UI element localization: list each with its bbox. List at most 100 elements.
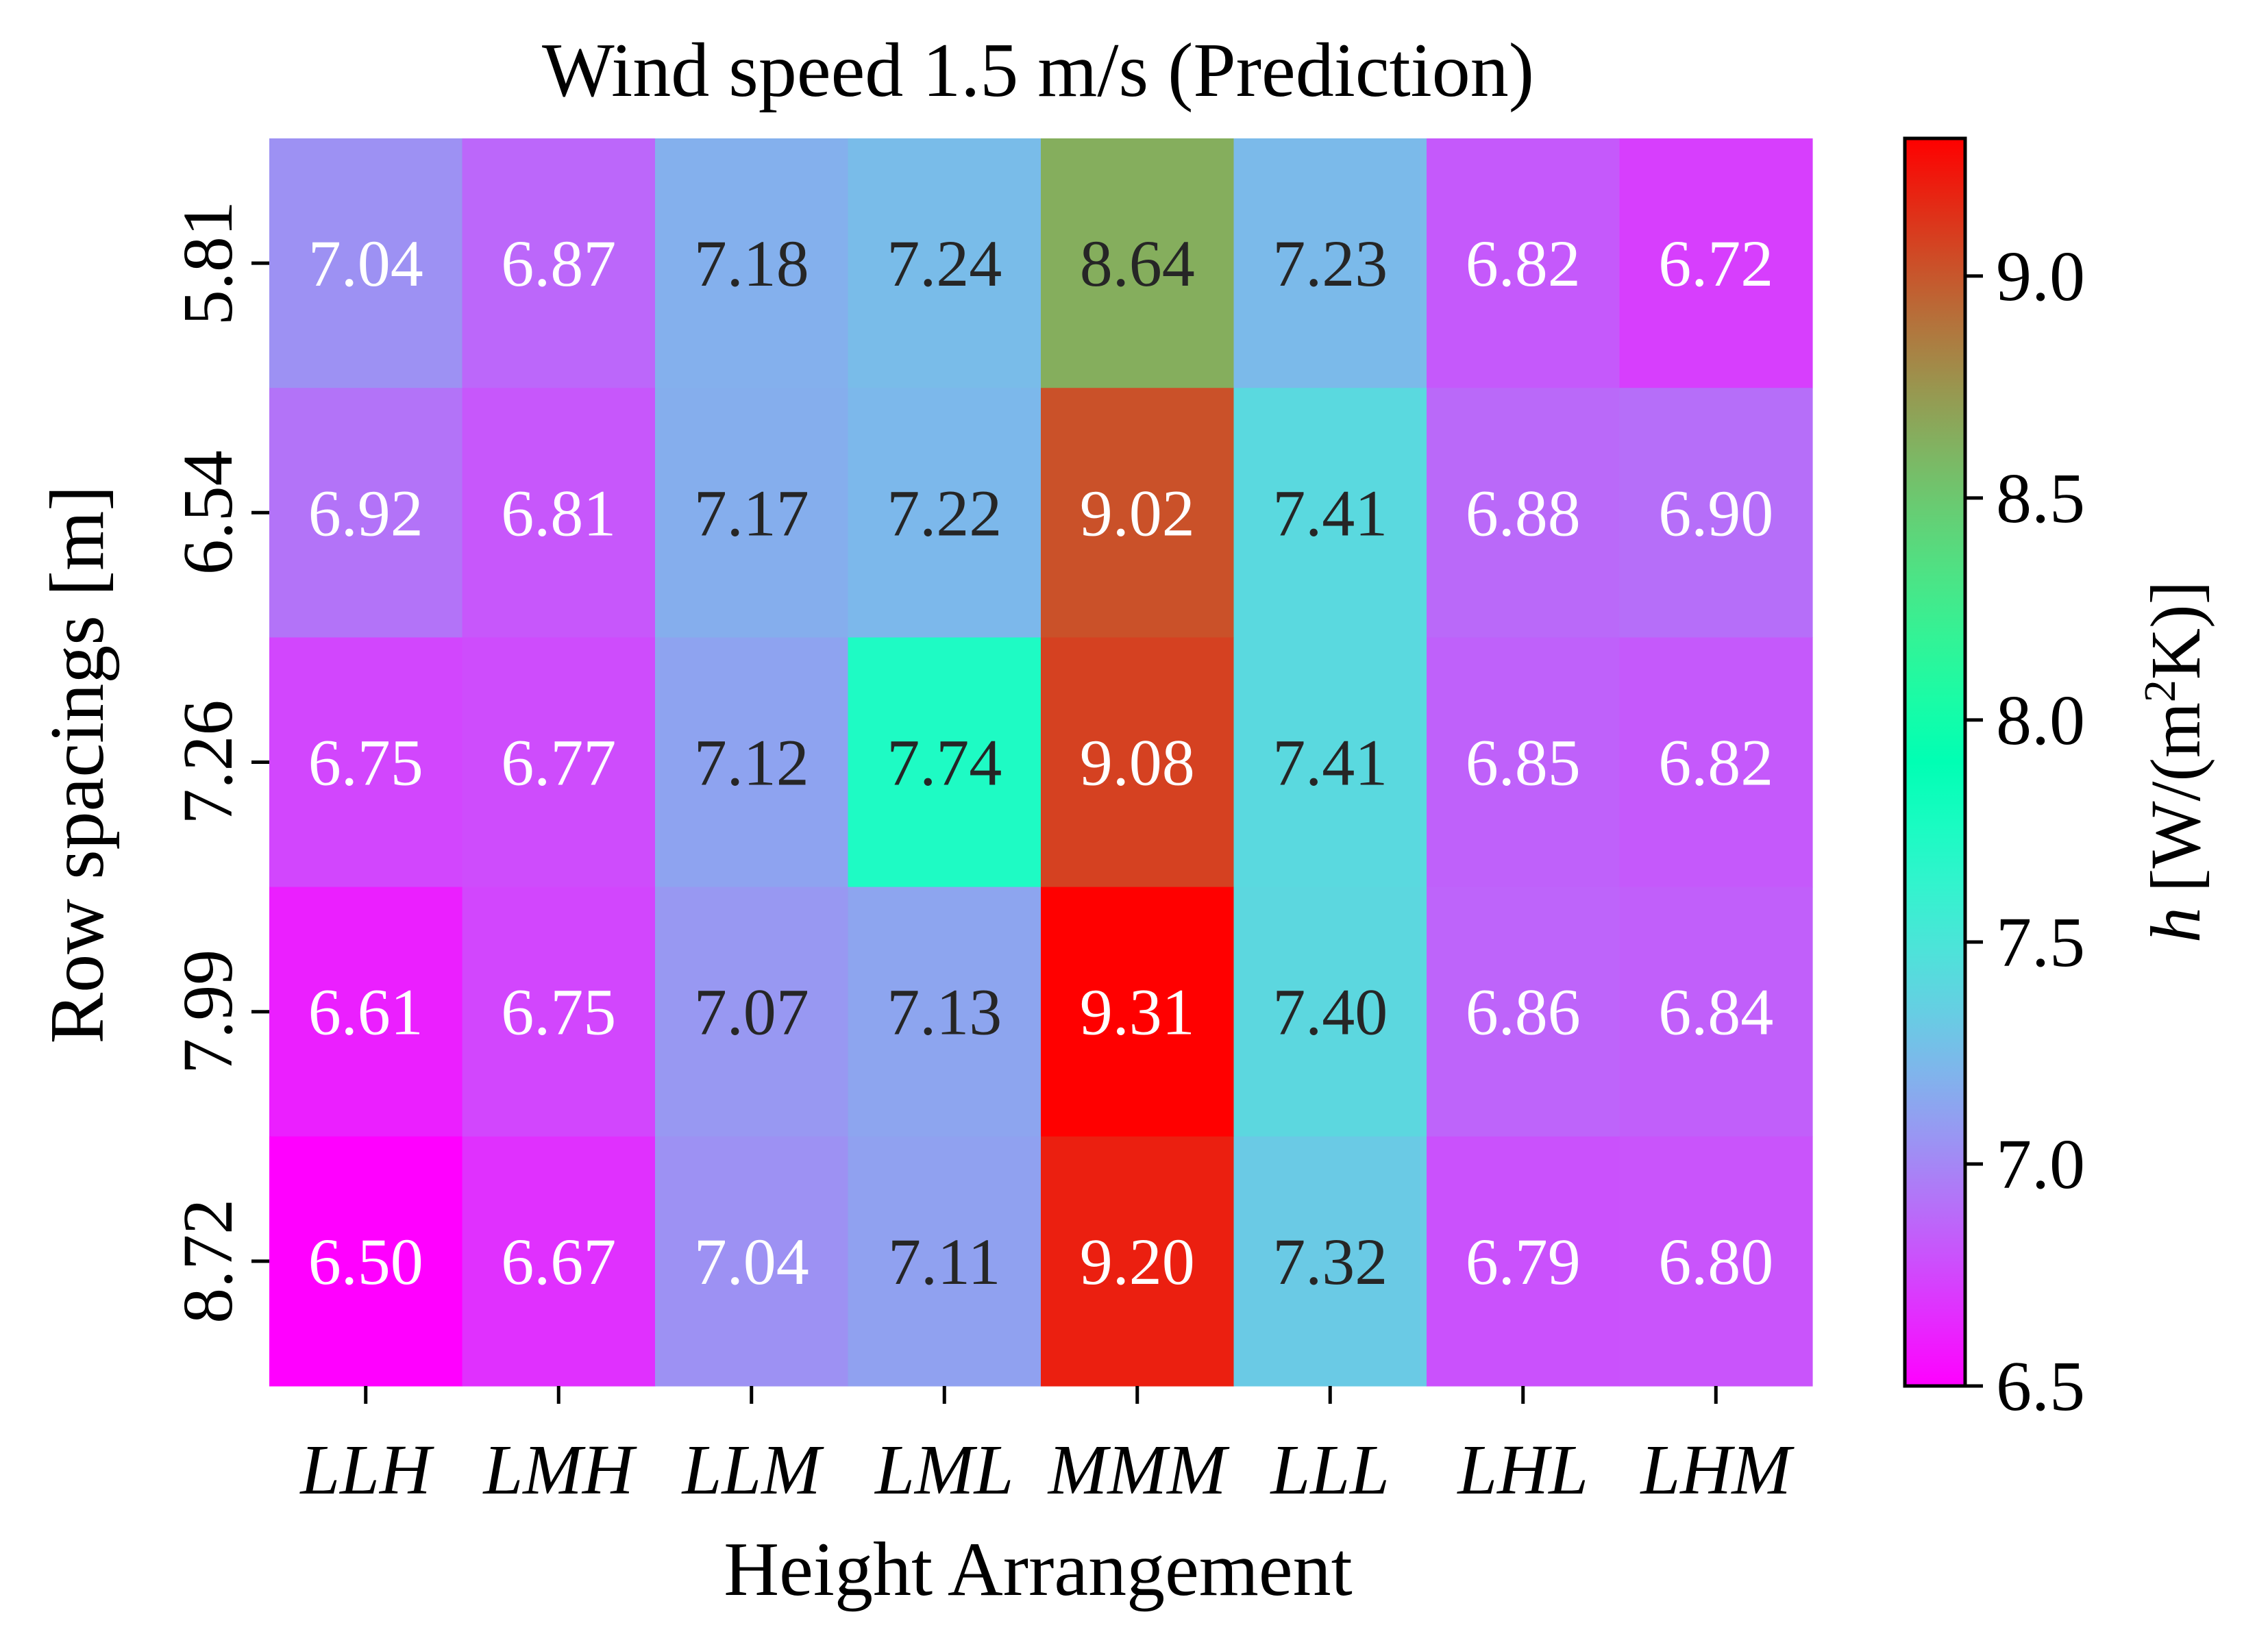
heatmap-cell (462, 138, 656, 388)
heatmap-cell (1233, 887, 1427, 1137)
heatmap-cell (1619, 1136, 1813, 1387)
cell-value-label: 6.79 (1466, 1225, 1581, 1298)
heatmap-cell (655, 138, 849, 388)
colorbar-label-units: [W/(m (2136, 702, 2215, 892)
heatmap-cell (1233, 637, 1427, 888)
y-tick-label: 6.54 (169, 450, 247, 575)
heatmap-cell (269, 887, 463, 1137)
heatmap-cell (1427, 388, 1620, 638)
cell-value-label: 6.67 (501, 1225, 616, 1298)
heatmap-cell (462, 887, 656, 1137)
cell-value-label: 6.87 (501, 227, 616, 300)
y-tick-label: 7.26 (169, 700, 247, 825)
cell-value-label: 7.17 (694, 476, 809, 549)
x-tick-label: LLM (681, 1431, 825, 1509)
colorbar-label-superscript: 2 (2135, 680, 2185, 702)
heatmap-cell (655, 637, 849, 888)
heatmap-cell (1427, 887, 1620, 1137)
heatmap-cell (1427, 1136, 1620, 1387)
heatmap-cell (1233, 138, 1427, 388)
heatmap-cell (655, 1136, 849, 1387)
colorbar-tick-label: 8.0 (1996, 681, 2085, 760)
cell-value-label: 6.90 (1658, 476, 1773, 549)
cell-value-label: 6.72 (1658, 227, 1773, 300)
colorbar-tick-label: 6.5 (1996, 1347, 2085, 1426)
cell-value-label: 6.81 (501, 476, 616, 549)
heatmap-cell (462, 1136, 656, 1387)
colorbar-ticks: 6.5 7.0 7.5 8.0 8.5 9.0 (1965, 237, 2085, 1426)
cell-value-label: 6.88 (1466, 476, 1581, 549)
heatmap-cell (1427, 637, 1620, 888)
y-tick-label: 7.99 (169, 950, 247, 1074)
cell-value-label: 9.20 (1080, 1225, 1195, 1298)
cell-value-label: 9.02 (1080, 476, 1195, 549)
cell-value-label: 7.11 (888, 1225, 1000, 1298)
colorbar-label: h [W/(m2K)] (2135, 581, 2216, 943)
cell-value-label: 6.85 (1466, 726, 1581, 800)
heatmap-cell (1619, 388, 1813, 638)
heatmap-cell (655, 388, 849, 638)
x-axis-label: Height Arrangement (724, 1527, 1353, 1612)
colorbar: 6.5 7.0 7.5 8.0 8.5 9.0 h [W/(m2K)] (1903, 136, 2216, 1426)
heatmap-cell-labels: 7.04 6.87 7.18 7.24 8.64 7.23 6.82 6.72 6.92 6.81… (308, 227, 1774, 1298)
cell-value-label: 6.50 (308, 1225, 423, 1298)
heatmap-cell (462, 388, 656, 638)
heatmap-cell (655, 887, 849, 1137)
heatmap-cells (269, 138, 1813, 1387)
colorbar-tick-label: 7.0 (1996, 1125, 2085, 1204)
cell-value-label: 6.77 (501, 726, 616, 800)
heatmap-cell (1041, 388, 1235, 638)
heatmap-cell (1041, 138, 1235, 388)
colorbar-tick-label: 9.0 (1996, 237, 2085, 316)
cell-value-label: 8.64 (1080, 227, 1195, 300)
heatmap-cell (462, 637, 656, 888)
chart-title: Wind speed 1.5 m/s (Prediction) (542, 28, 1534, 113)
heatmap-cell (848, 388, 1041, 638)
cell-value-label: 7.23 (1272, 227, 1388, 300)
heatmap-cell (269, 138, 463, 388)
cell-value-label: 7.13 (887, 976, 1002, 1049)
colorbar-tick-label: 7.5 (1996, 903, 2085, 982)
cell-value-label: 6.92 (308, 476, 423, 549)
colorbar-tick-label: 8.5 (1996, 459, 2085, 538)
heatmap-cell (1233, 1136, 1427, 1387)
y-axis: 5.81 6.54 7.26 7.99 8.72 (169, 201, 269, 1324)
heatmap-cell (1427, 138, 1620, 388)
cell-value-label: 7.40 (1272, 976, 1388, 1049)
cell-value-label: 9.08 (1080, 726, 1195, 800)
cell-value-label: 7.04 (694, 1225, 809, 1298)
heatmap-cell (1233, 388, 1427, 638)
cell-value-label: 6.82 (1658, 726, 1773, 800)
cell-value-label: 6.80 (1658, 1225, 1773, 1298)
cell-value-label: 7.32 (1272, 1225, 1388, 1298)
heatmap-cell (848, 887, 1041, 1137)
cell-value-label: 7.24 (887, 227, 1002, 300)
x-tick-label: LMH (482, 1431, 637, 1509)
colorbar-label-units-end: K)] (2136, 581, 2215, 680)
heatmap-cell (269, 388, 463, 638)
x-tick-label: LHL (1456, 1431, 1588, 1509)
x-tick-label: LML (874, 1431, 1013, 1509)
cell-value-label: 7.41 (1272, 476, 1388, 549)
x-tick-label: LLH (299, 1431, 434, 1509)
x-tick-label: MMM (1047, 1431, 1230, 1509)
heatmap-cell (1619, 138, 1813, 388)
cell-value-label: 6.86 (1466, 976, 1581, 1049)
x-tick-label: LLL (1269, 1431, 1390, 1509)
cell-value-label: 6.75 (308, 726, 423, 800)
cell-value-label: 7.04 (308, 227, 423, 300)
heatmap-cell (1619, 887, 1813, 1137)
heatmap-cell (848, 138, 1041, 388)
cell-value-label: 6.61 (308, 976, 423, 1049)
heatmap-cell (269, 637, 463, 888)
cell-value-label: 9.31 (1080, 976, 1195, 1049)
heatmap-cell (1619, 637, 1813, 888)
cell-value-label: 7.18 (694, 227, 809, 300)
cell-value-label: 7.07 (694, 976, 809, 1049)
heatmap-cell (1041, 1136, 1235, 1387)
heatmap-cell (1041, 887, 1235, 1137)
cell-value-label: 6.82 (1466, 227, 1581, 300)
cell-value-label: 7.22 (887, 476, 1002, 549)
